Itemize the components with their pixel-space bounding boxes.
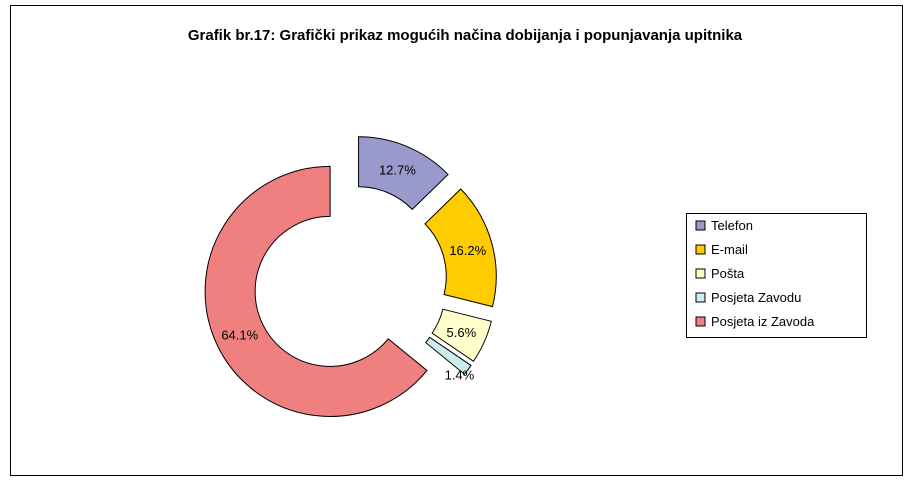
- data-label: 64.1%: [221, 327, 258, 342]
- data-label: 5.6%: [447, 325, 477, 340]
- legend-swatch: [695, 268, 706, 279]
- legend-swatch: [695, 316, 706, 327]
- legend-box: [686, 213, 867, 338]
- data-label: 1.4%: [445, 368, 475, 383]
- slice: [431, 308, 492, 362]
- legend-swatch: [695, 244, 706, 255]
- legend-label: Posjeta iz Zavoda: [711, 314, 815, 329]
- legend-label: Posjeta Zavodu: [711, 290, 801, 305]
- legend-swatch: [695, 292, 706, 303]
- legend-label: Telefon: [711, 218, 753, 233]
- chart-title: Grafik br.17: Grafički prikaz mogućih na…: [187, 27, 743, 44]
- data-label: 16.2%: [449, 243, 486, 258]
- slice: [425, 336, 472, 375]
- legend-label: E-mail: [711, 242, 748, 257]
- data-label: 12.7%: [379, 163, 416, 178]
- legend-label: Pošta: [711, 266, 745, 281]
- slice: [204, 165, 428, 417]
- slice: [358, 136, 449, 211]
- title-box: Grafik br.17: Grafički prikaz mogućih na…: [187, 27, 743, 44]
- slice: [424, 188, 497, 308]
- legend-swatch: [695, 220, 706, 231]
